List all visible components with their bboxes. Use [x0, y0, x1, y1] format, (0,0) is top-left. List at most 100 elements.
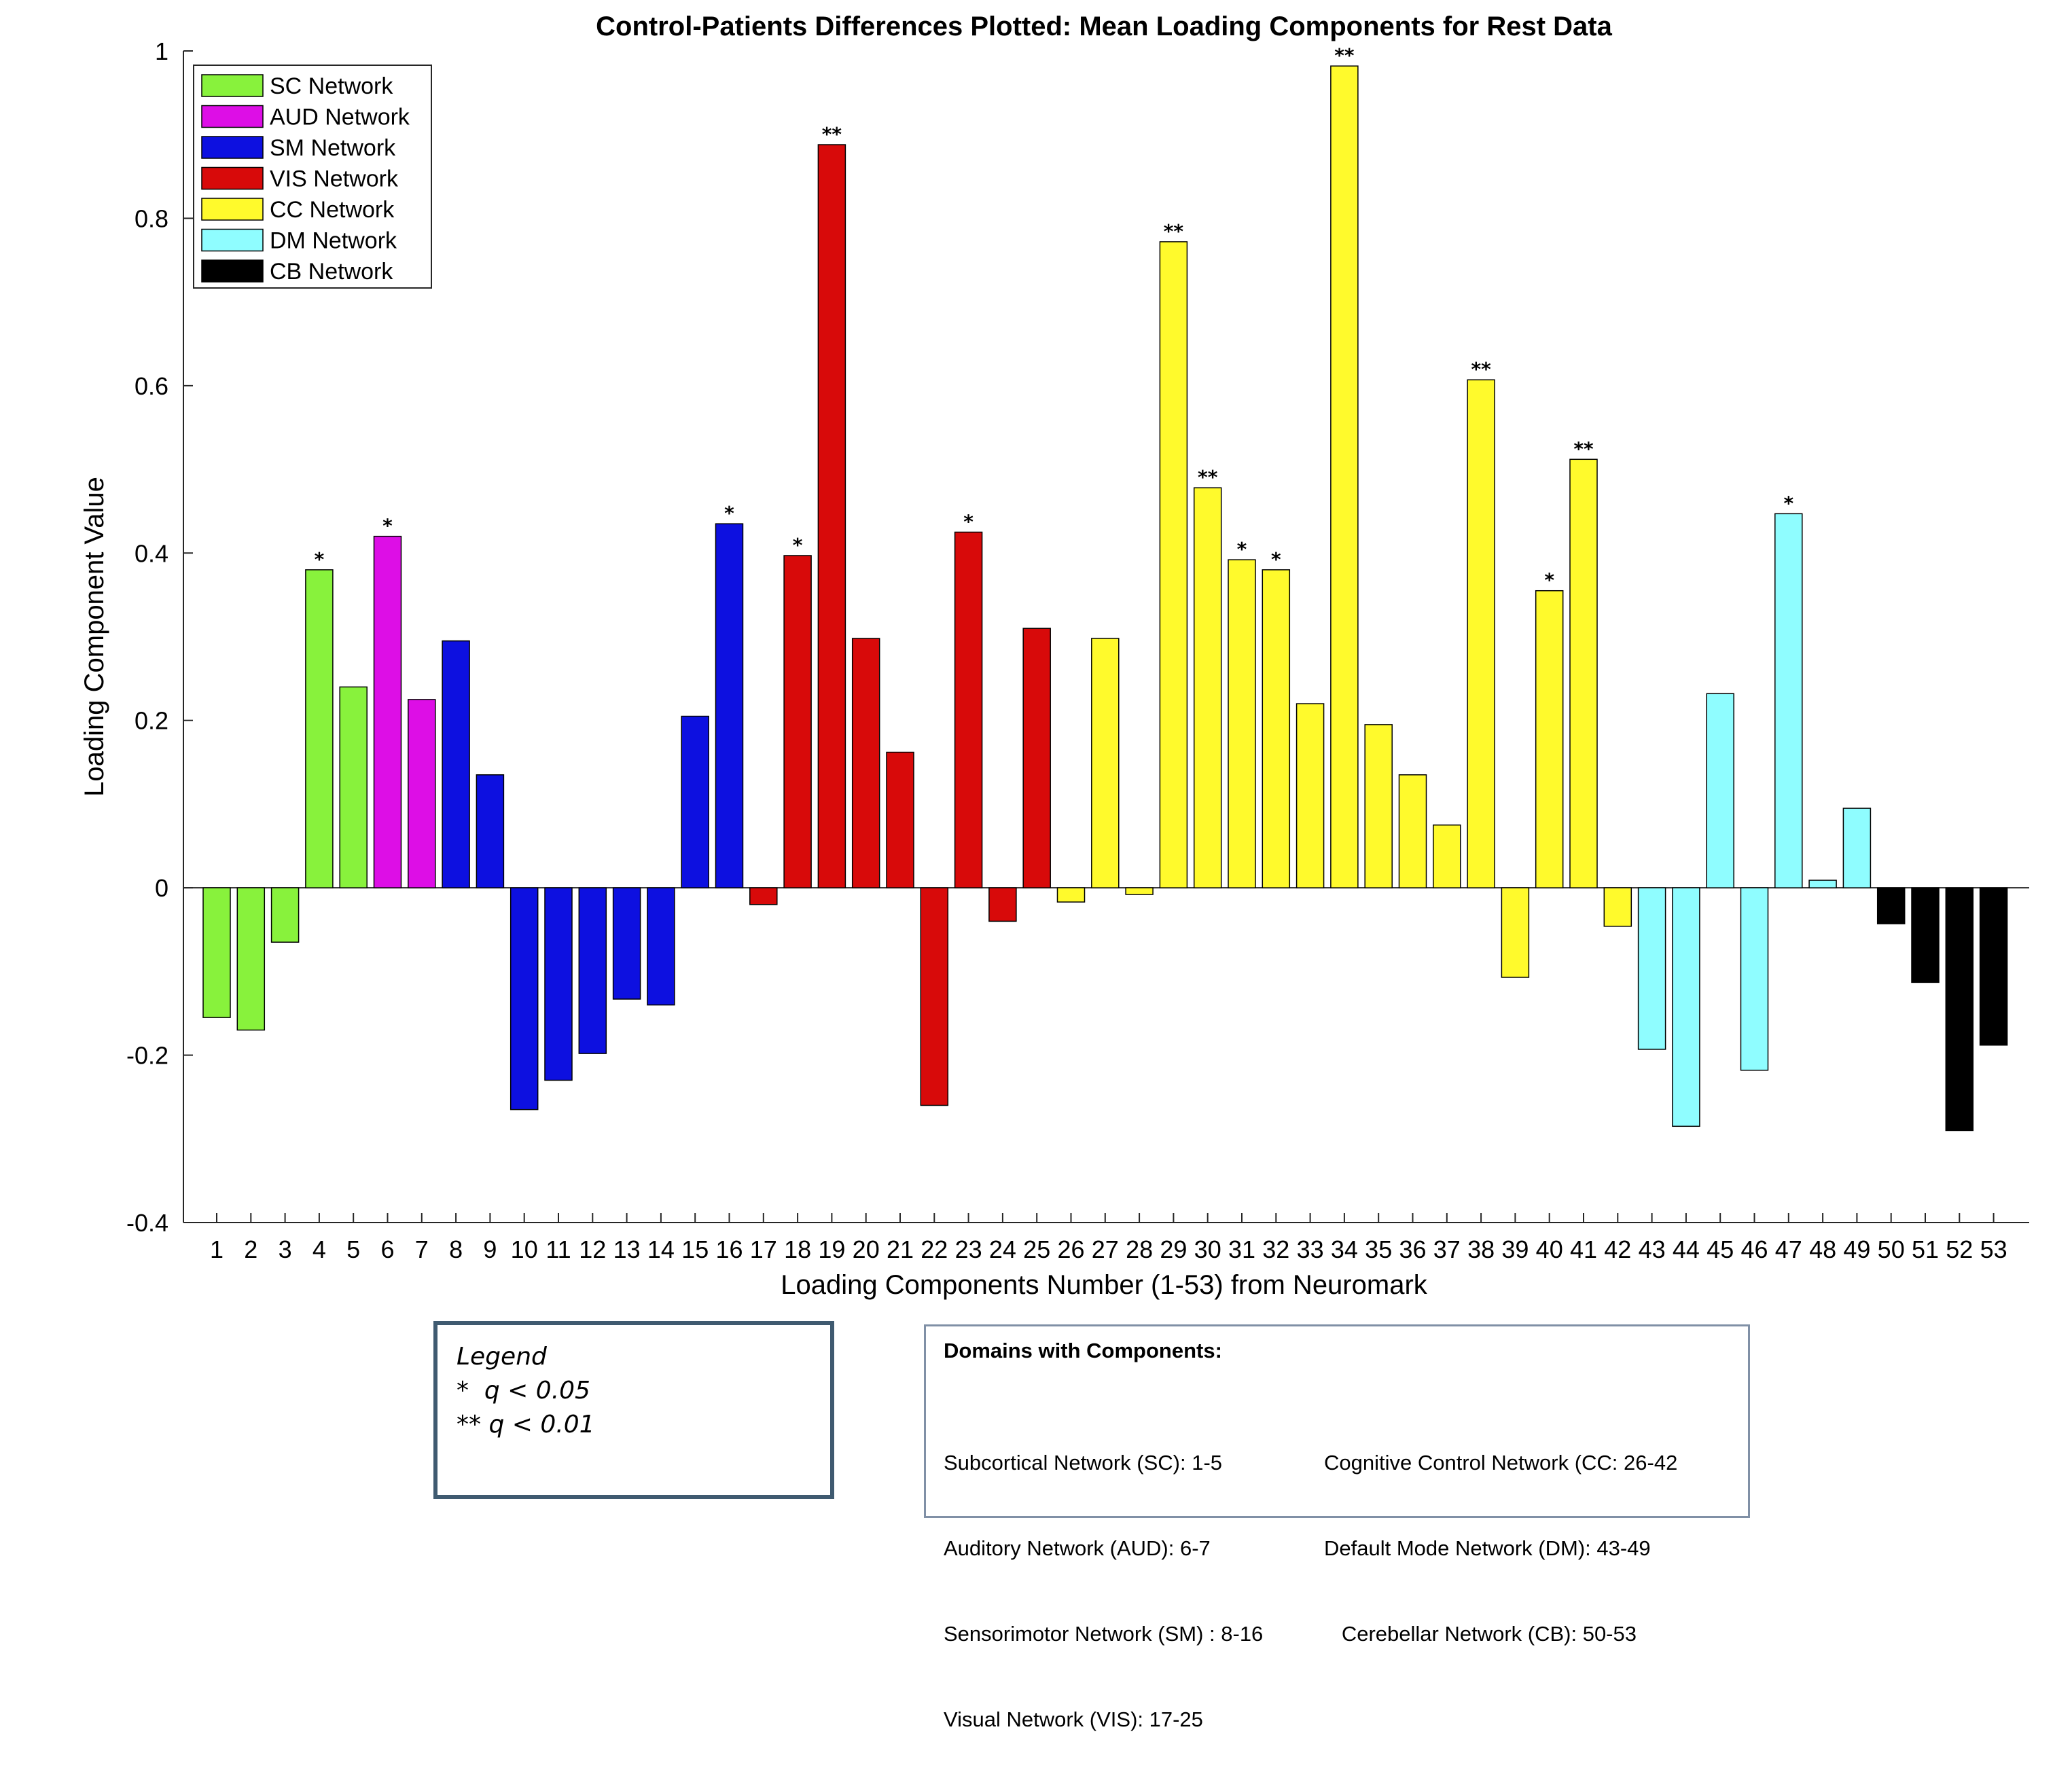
- significance-marker: *: [315, 548, 325, 571]
- bar: [1398, 774, 1427, 888]
- x-tick-label: 45: [1707, 1235, 1734, 1263]
- x-tick-label: 21: [887, 1235, 914, 1263]
- x-tick-label: 27: [1092, 1235, 1119, 1263]
- x-tick-label: 26: [1057, 1235, 1084, 1263]
- bar: [612, 887, 641, 1000]
- bar: [1569, 458, 1598, 888]
- x-tick-label: 44: [1673, 1235, 1700, 1263]
- y-tick-label: 0.2: [135, 707, 168, 735]
- x-tick-label: 50: [1878, 1235, 1905, 1263]
- significance-legend-line: ** q < 0.01: [457, 1411, 595, 1439]
- legend-swatch: [201, 259, 264, 283]
- domain-entry: Visual Network (VIS): 17-25: [944, 1707, 1203, 1731]
- legend-swatch: [201, 136, 264, 159]
- legend-swatch: [201, 74, 264, 97]
- domain-entry: Subcortical Network (SC): 1-5: [944, 1451, 1223, 1475]
- domain-entry: Sensorimotor Network (SM) : 8-16: [944, 1622, 1264, 1646]
- domain-entry: Auditory Network (AUD): 6-7: [944, 1536, 1211, 1560]
- bar: [1022, 628, 1051, 888]
- legend-entry: AUD Network: [270, 105, 410, 130]
- domains-box: Domains with Components: Subcortical Net…: [924, 1324, 1750, 1731]
- significance-marker: **: [1573, 437, 1594, 460]
- chart-title: Control-Patients Differences Plotted: Me…: [596, 12, 1612, 41]
- bar: [373, 535, 402, 888]
- x-tick-label: 10: [511, 1235, 538, 1263]
- bar: [1945, 887, 1974, 1132]
- legend-swatch: [201, 105, 264, 128]
- x-tick-label: 19: [818, 1235, 845, 1263]
- legend-swatch: [201, 166, 264, 190]
- x-tick-label: 28: [1126, 1235, 1153, 1263]
- legend-entry: VIS Network: [270, 166, 399, 192]
- significance-legend: Legend * q < 0.05 ** q < 0.01: [433, 1321, 834, 1499]
- bar: [749, 887, 778, 905]
- x-tick-label: 41: [1570, 1235, 1597, 1263]
- x-tick-label: 33: [1297, 1235, 1324, 1263]
- x-tick-label: 46: [1740, 1235, 1768, 1263]
- x-tick-label: 43: [1639, 1235, 1666, 1263]
- bar: [1364, 724, 1393, 888]
- bar: [442, 640, 470, 888]
- y-tick-labels: -0.4 -0.2 0 0.2 0.4 0.6 0.8 1: [126, 37, 168, 1237]
- x-tick-label: 22: [921, 1235, 948, 1263]
- x-tick-label: 34: [1331, 1235, 1358, 1263]
- significance-marker: **: [1164, 220, 1184, 242]
- bar: [1706, 693, 1734, 888]
- x-tick-label: 17: [750, 1235, 777, 1263]
- bar: [1501, 887, 1530, 978]
- bar: [1296, 703, 1325, 888]
- bar: [1979, 887, 2008, 1046]
- bar: [851, 638, 880, 888]
- bar: [681, 715, 709, 888]
- x-tick-label: 16: [715, 1235, 743, 1263]
- bar: [647, 887, 675, 1006]
- x-tick-label: 20: [853, 1235, 880, 1263]
- domains-left-column: Subcortical Network (SC): 1-5 Auditory N…: [944, 1392, 1324, 1791]
- x-tick-label: 18: [784, 1235, 811, 1263]
- bar: [1603, 887, 1632, 927]
- x-tick-label: 7: [415, 1235, 429, 1263]
- significance-marker: *: [793, 534, 803, 556]
- bar: [578, 887, 607, 1054]
- bar: [1467, 379, 1495, 888]
- y-tick-label: 1: [155, 37, 168, 65]
- legend-entry: SC Network: [270, 73, 393, 99]
- bar: [920, 887, 949, 1106]
- bar: [715, 523, 744, 888]
- x-tick-label: 42: [1604, 1235, 1631, 1263]
- x-tick-label: 49: [1843, 1235, 1870, 1263]
- bar: [1774, 513, 1803, 888]
- bar: [1262, 569, 1291, 888]
- legend-entry: CB Network: [270, 259, 393, 285]
- significance-marker: *: [963, 510, 974, 532]
- x-tick-label: 8: [449, 1235, 463, 1263]
- x-tick-label: 40: [1536, 1235, 1563, 1263]
- legend-entry: CC Network: [270, 197, 395, 223]
- bar: [1228, 559, 1256, 888]
- network-legend: SC Network AUD Network SM Network VIS Netwo…: [193, 65, 432, 289]
- significance-legend-line: * q < 0.05: [457, 1377, 590, 1405]
- x-tick-label: 11: [546, 1235, 571, 1263]
- x-tick-labels: 1 2 3 4 5 6 7 8 9 10 11 12 13 14 15 16 17 18 19 20 21 22 23 24 2…: [210, 1235, 2007, 1263]
- bar-chart: Control-Patients Differences Plotted: Me…: [79, 12, 2029, 1300]
- x-tick-label: 52: [1946, 1235, 1973, 1263]
- bar: [1672, 887, 1700, 1127]
- bars: [202, 65, 2008, 1132]
- bar: [510, 887, 539, 1110]
- bar: [1330, 65, 1359, 888]
- domains-right-column: Cognitive Control Network (CC: 26-42 Def…: [1324, 1392, 1677, 1791]
- significance-marker: *: [382, 515, 393, 537]
- x-tick-label: 29: [1160, 1235, 1187, 1263]
- x-tick-label: 23: [955, 1235, 982, 1263]
- bar: [1842, 808, 1872, 888]
- domain-entry: Default Mode Network (DM): 43-49: [1324, 1536, 1651, 1560]
- x-tick-label: 39: [1501, 1235, 1529, 1263]
- significance-marker: **: [822, 123, 842, 145]
- y-axis-label: Loading Component Value: [79, 477, 109, 797]
- bar: [1740, 887, 1769, 1071]
- x-axis-label: Loading Components Number (1-53) from Ne…: [781, 1270, 1428, 1300]
- bar: [1808, 880, 1837, 888]
- bar: [476, 774, 505, 888]
- x-tick-label: 6: [380, 1235, 394, 1263]
- x-tick-label: 38: [1467, 1235, 1495, 1263]
